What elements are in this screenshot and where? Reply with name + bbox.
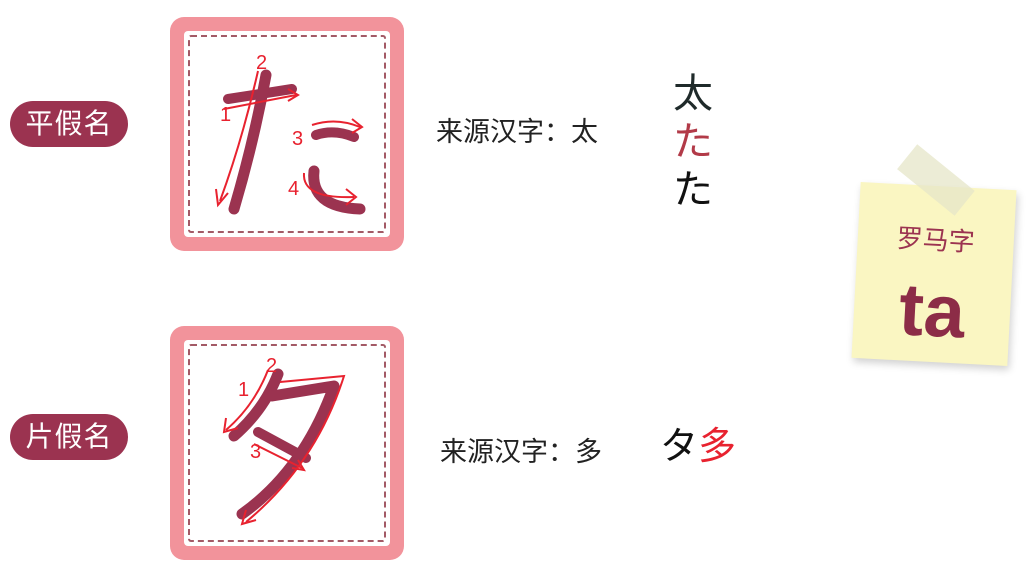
katakana-stroke-diagram: 1 2 3 — [222, 355, 346, 526]
hiragana-arrow-1-head — [287, 88, 300, 102]
katakana-stroke-number-3: 3 — [250, 441, 261, 463]
hiragana-source-text: 来源汉字：太 — [436, 117, 598, 148]
romaji-sticky-note: 罗马字 ta — [851, 144, 1017, 366]
hiragana-origin-kanji: 太 — [673, 71, 713, 117]
hiragana-origin-chars: 太 た た — [664, 70, 722, 216]
romaji-value: ta — [897, 267, 968, 354]
hiragana-stroke-number-3: 3 — [292, 128, 303, 150]
hiragana-stroke-2 — [228, 69, 272, 215]
katakana-label: 片假名 — [10, 414, 128, 460]
hiragana-label: 平假名 — [10, 101, 128, 147]
katakana-stroke-1 — [228, 368, 284, 442]
katakana-stroke-3 — [253, 427, 311, 463]
romaji-label: 罗马字 — [895, 224, 976, 259]
hiragana-arrow-2 — [219, 70, 259, 202]
hiragana-arrow-4-head — [345, 188, 358, 206]
katakana-origin-kana: タ — [660, 424, 699, 468]
katakana-source-text: 来源汉字：多 — [440, 437, 602, 468]
hiragana-origin-kana: た — [673, 167, 713, 213]
katakana-dashed-guide — [188, 344, 386, 542]
hiragana-stroke-diagram: 1 2 3 4 — [215, 52, 366, 215]
katakana-arrow-1-head — [222, 417, 239, 434]
hiragana-origin-cursive: た — [673, 119, 713, 165]
hiragana-stroke-4 — [308, 165, 366, 215]
katakana-arrow-2 — [245, 374, 346, 523]
hiragana-stroke-number-1: 1 — [220, 104, 231, 126]
katakana-origin-kanji: 多 — [698, 424, 737, 468]
katakana-stroke-number-1: 1 — [238, 379, 249, 401]
katakana-stroke-number-2: 2 — [266, 355, 277, 377]
hiragana-arrow-3-head — [351, 118, 364, 134]
katakana-arrow-3 — [253, 443, 303, 469]
hiragana-card-inner: 1 2 3 4 — [184, 31, 390, 237]
hiragana-stroke-number-2: 2 — [256, 52, 267, 74]
hiragana-arrow-3 — [311, 120, 361, 128]
hiragana-dashed-guide — [188, 35, 386, 233]
hiragana-arrow-2-head — [215, 188, 229, 208]
hiragana-stroke-number-4: 4 — [288, 178, 299, 200]
hiragana-stroke-card: 1 2 3 4 — [170, 17, 404, 251]
hiragana-arrow-1 — [223, 94, 297, 110]
katakana-arrow-3-head — [291, 459, 306, 472]
katakana-arrow-2-head — [240, 509, 257, 526]
hiragana-stroke-3 — [311, 127, 359, 142]
katakana-card-inner: 1 2 3 — [184, 340, 390, 546]
katakana-origin-chars: タ多 — [660, 418, 736, 474]
katakana-stroke-card: 1 2 3 — [170, 326, 404, 560]
katakana-arrow-1 — [225, 369, 269, 431]
hiragana-arrow-4 — [302, 172, 355, 199]
sticky-note-tape — [897, 144, 975, 216]
